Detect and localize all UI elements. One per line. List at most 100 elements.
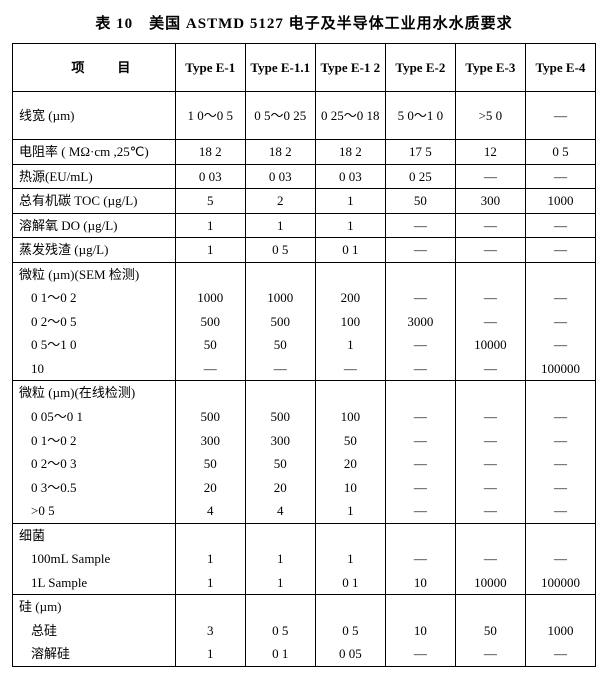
cell: — [455,547,525,571]
table-row: 微粒 (µm)(SEM 检测) [13,262,596,286]
table-row: 总硅30 50 510501000 [13,619,596,643]
table-row: 线宽 (µm)1 0～0 50 5～0 250 25～0 185 0～1 0>5… [13,92,596,140]
table-row: 硅 (µm) [13,595,596,619]
water-quality-table: 项 目 Type E-1 Type E-1.1 Type E-1 2 Type … [12,43,596,667]
row-label: 细菌 [13,523,176,547]
table-row: 0 3～0.5202010——— [13,476,596,500]
cell: 50 [245,452,315,476]
cell: — [525,642,595,666]
cell: — [525,164,595,189]
cell: — [525,310,595,334]
cell: 50 [455,619,525,643]
row-label: 0 1～0 2 [13,286,176,310]
row-label: 10 [13,357,176,381]
cell: 0 5 [315,619,385,643]
table-row: 蒸发残渣 (µg/L)10 50 1——— [13,238,596,263]
cell [175,595,245,619]
cell: — [525,429,595,453]
row-label: 0 5～1 0 [13,333,176,357]
cell [175,262,245,286]
cell: — [525,92,595,140]
cell [175,381,245,405]
cell: 0 03 [175,164,245,189]
cell: — [455,238,525,263]
cell: 0 03 [315,164,385,189]
row-label: 溶解硅 [13,642,176,666]
cell: — [385,333,455,357]
cell: 1 0～0 5 [175,92,245,140]
table-row: >0 5441——— [13,499,596,523]
table-row: 热源(EU/mL)0 030 030 030 25—— [13,164,596,189]
cell: 1 [315,189,385,214]
cell: — [455,476,525,500]
header-type: Type E-1.1 [245,44,315,92]
cell: >5 0 [455,92,525,140]
cell [455,523,525,547]
cell: — [385,286,455,310]
cell: — [525,476,595,500]
cell: 0 03 [245,164,315,189]
cell: 20 [175,476,245,500]
cell: 17 5 [385,140,455,165]
cell: — [525,286,595,310]
cell: — [525,547,595,571]
header-type: Type E-3 [455,44,525,92]
row-label: 1L Sample [13,571,176,595]
cell: 12 [455,140,525,165]
row-label: 0 2～0 3 [13,452,176,476]
cell [385,523,455,547]
cell: 1 [315,213,385,238]
cell: 3 [175,619,245,643]
cell: — [525,238,595,263]
cell [525,523,595,547]
cell: 18 2 [315,140,385,165]
cell: — [455,213,525,238]
cell: — [315,357,385,381]
table-row: 100mL Sample111——— [13,547,596,571]
cell: — [455,499,525,523]
row-label: 总有机碳 TOC (µg/L) [13,189,176,214]
row-label: 微粒 (µm)(SEM 检测) [13,262,176,286]
table-row: 0 1～0 230030050——— [13,429,596,453]
cell: 1 [175,571,245,595]
row-label: 0 2～0 5 [13,310,176,334]
table-row: 0 05～0 1500500100——— [13,405,596,429]
cell: 4 [245,499,315,523]
header-type: Type E-2 [385,44,455,92]
cell [525,381,595,405]
cell [525,262,595,286]
row-label: 蒸发残渣 (µg/L) [13,238,176,263]
cell [455,381,525,405]
cell: 0 25～0 18 [315,92,385,140]
cell: 500 [175,310,245,334]
cell: 0 5～0 25 [245,92,315,140]
cell: 0 25 [385,164,455,189]
cell: 1000 [525,189,595,214]
cell: 500 [245,405,315,429]
cell [245,523,315,547]
table-row: 总有机碳 TOC (µg/L)521503001000 [13,189,596,214]
cell: — [455,405,525,429]
cell: — [385,499,455,523]
cell: 5 [175,189,245,214]
cell [385,595,455,619]
cell: 300 [175,429,245,453]
row-label: 总硅 [13,619,176,643]
row-label: 线宽 (µm) [13,92,176,140]
cell: 0 5 [525,140,595,165]
cell [245,595,315,619]
cell: 18 2 [245,140,315,165]
cell: 1 [315,333,385,357]
row-label: 0 3～0.5 [13,476,176,500]
cell: 1 [175,213,245,238]
cell: 300 [245,429,315,453]
cell: 18 2 [175,140,245,165]
cell: — [525,452,595,476]
row-label: 热源(EU/mL) [13,164,176,189]
row-label: 硅 (µm) [13,595,176,619]
cell: 50 [175,452,245,476]
cell [315,381,385,405]
cell: 5 0～1 0 [385,92,455,140]
cell: — [385,642,455,666]
cell: 0 5 [245,619,315,643]
